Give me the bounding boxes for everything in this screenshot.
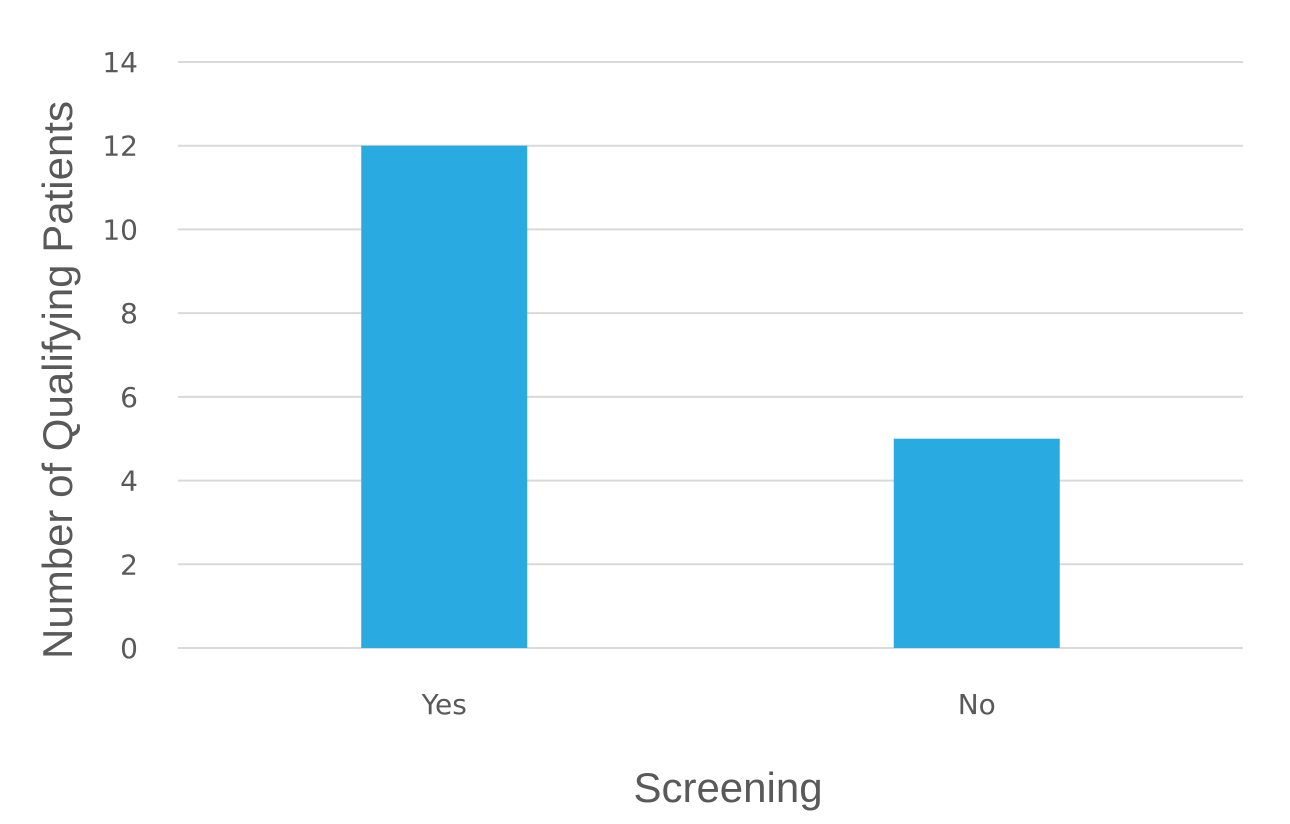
x-axis-ticks: Yes No [421, 688, 996, 721]
y-axis-ticks: 0 2 4 6 8 10 12 14 [102, 46, 138, 665]
y-tick-label: 0 [120, 632, 138, 665]
y-axis-title: Number of Qualifying Patients [34, 101, 81, 659]
gridlines [178, 61, 1243, 649]
y-tick-label: 4 [120, 465, 138, 498]
x-tick-label: No [958, 688, 996, 721]
y-tick-label: 2 [120, 548, 138, 581]
y-tick-label: 14 [102, 46, 138, 79]
y-tick-label: 10 [102, 213, 138, 246]
y-tick-label: 6 [120, 381, 138, 414]
bars [361, 145, 1060, 648]
y-tick-label: 8 [120, 297, 138, 330]
bar-yes [361, 145, 528, 648]
bar-no [893, 438, 1060, 648]
x-axis-title: Screening [633, 764, 822, 811]
y-tick-label: 12 [102, 130, 138, 163]
x-tick-label: Yes [421, 688, 467, 721]
